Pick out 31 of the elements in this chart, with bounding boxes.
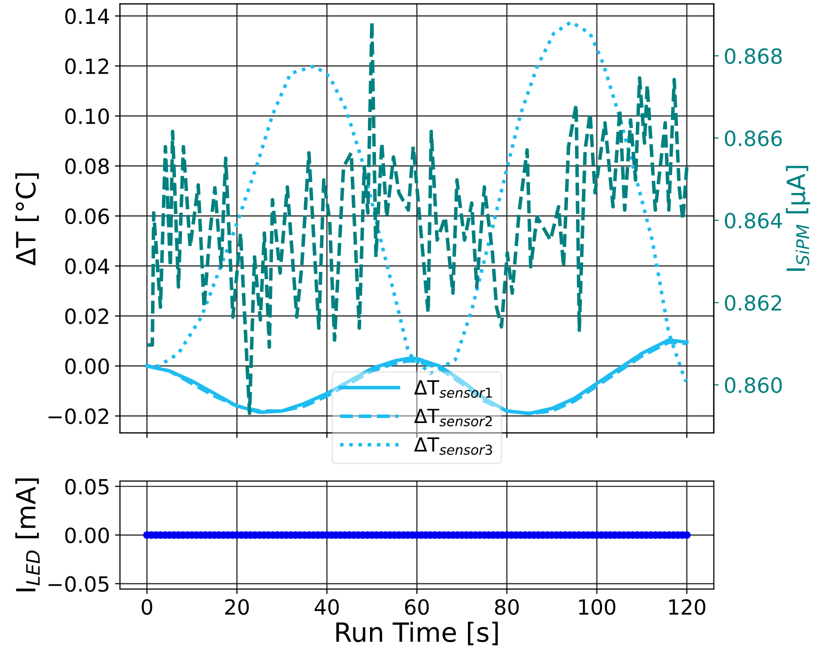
y-axis-title: ΔT [°C] bbox=[15, 173, 39, 266]
x-tick-label: 0 bbox=[142, 599, 152, 615]
y-tick-label: 0.00 bbox=[65, 527, 109, 544]
legend-label: ΔT$_{sensor3}$ bbox=[414, 437, 492, 455]
x-tick-label: 120 bbox=[669, 599, 706, 615]
y2-tick-label: 0.866 bbox=[724, 130, 782, 146]
y-tick-label: 0.04 bbox=[65, 258, 110, 274]
y-tick-label: 0.00 bbox=[65, 358, 109, 374]
y-axis-title: I$_{LED}$ [mA] bbox=[15, 478, 40, 592]
y-tick-label: 0.06 bbox=[65, 208, 109, 224]
y2-axis-title: I$_{SiPM}$ [µA] bbox=[786, 166, 810, 271]
legend-label: ΔT$_{sensor1}$ bbox=[414, 380, 492, 398]
y-tick-label: 0.08 bbox=[65, 158, 109, 174]
y-tick-label: 0.10 bbox=[65, 108, 109, 124]
y-tick-label: 0.12 bbox=[65, 58, 108, 74]
y2-tick-label: 0.860 bbox=[724, 377, 782, 394]
y-tick-label: −0.02 bbox=[48, 408, 108, 424]
x-tick-label: 100 bbox=[579, 599, 616, 615]
x-tick-label: 40 bbox=[314, 599, 339, 615]
y2-tick-label: 0.862 bbox=[724, 295, 782, 311]
y-tick-label: 0.02 bbox=[65, 308, 108, 324]
legend-label: ΔT$_{sensor2}$ bbox=[414, 408, 492, 426]
x-tick-label: 20 bbox=[225, 599, 249, 615]
y2-tick-label: 0.868 bbox=[724, 48, 782, 64]
y2-tick-label: 0.864 bbox=[724, 212, 782, 229]
x-tick-label: 80 bbox=[495, 599, 519, 615]
y-tick-label: 0.05 bbox=[65, 478, 108, 495]
x-tick-label: 60 bbox=[405, 599, 429, 615]
y-tick-label: 0.14 bbox=[65, 8, 110, 24]
y-tick-label: −0.05 bbox=[48, 576, 108, 592]
x-axis-title: Run Time [s] bbox=[336, 622, 498, 646]
